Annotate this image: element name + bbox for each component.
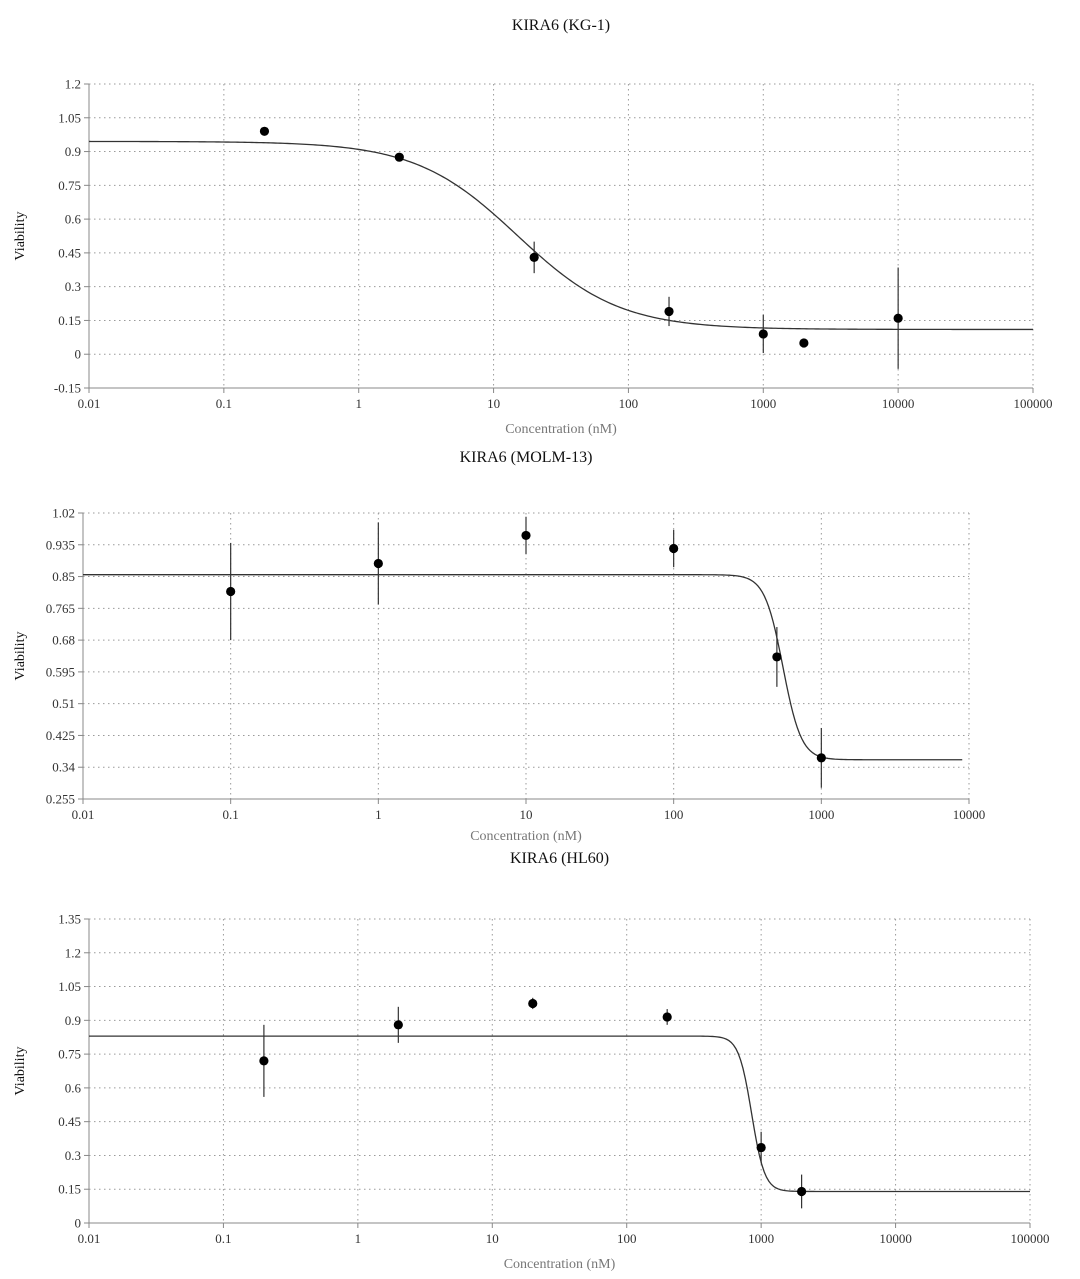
y-tick-label: 0.68 <box>52 633 75 648</box>
y-tick-label: 0.45 <box>58 245 81 260</box>
y-tick-label: 0.3 <box>65 1148 81 1163</box>
chart-panel-3: KIRA6 (HL60) 0.01 0.1 1 10 100 1000 10000 100000… <box>13 850 1050 1272</box>
x-tick-label: 100000 <box>1014 396 1053 411</box>
y-axis-label: Viability <box>13 1047 28 1096</box>
data-point <box>393 1020 403 1030</box>
y-tick-label: 0.765 <box>46 601 75 616</box>
y-tick-label: 1.05 <box>58 979 81 994</box>
x-tick-label: 0.1 <box>215 1231 231 1246</box>
y-tick-label: 0.425 <box>46 728 75 743</box>
y-tick-label: 0.85 <box>52 569 75 584</box>
data-point <box>529 252 539 262</box>
y-tick-label: 1.35 <box>58 912 81 927</box>
x-tick-label: 0.01 <box>72 807 95 822</box>
x-tick-label: 10000 <box>953 807 986 822</box>
y-tick-label: 1.02 <box>52 506 75 521</box>
x-tick-label: 1000 <box>750 396 776 411</box>
x-axis-label: Concentration (nM) <box>504 1257 616 1272</box>
y-tick-label: 0 <box>75 347 82 362</box>
data-point <box>772 652 782 662</box>
data-point <box>662 1012 672 1022</box>
x-tick-label: 0.1 <box>216 396 232 411</box>
x-tick-label: 100 <box>664 807 684 822</box>
y-tick-label: 0.45 <box>58 1114 81 1129</box>
y-axis-label: Viability <box>13 212 28 261</box>
y-tick-label: 1.2 <box>65 945 81 960</box>
y-tick-label: 0.6 <box>65 1080 82 1095</box>
x-tick-label: 0.01 <box>78 1231 101 1246</box>
data-point <box>528 998 538 1009</box>
y-tick-label: 0.75 <box>58 1047 81 1062</box>
y-tick-label: 0.9 <box>65 1013 81 1028</box>
y-tick-label: 0.935 <box>46 537 75 552</box>
y-tick-label: 0.3 <box>65 279 81 294</box>
x-tick-label: 100000 <box>1011 1231 1050 1246</box>
y-tick-label: 0 <box>75 1216 82 1231</box>
chart-title: KIRA6 (MOLM-13) <box>460 449 593 466</box>
data-point <box>893 313 903 323</box>
fit-curve <box>88 140 1033 331</box>
y-axis-label: Viability <box>13 632 28 681</box>
y-tick-label: 0.15 <box>58 313 81 328</box>
x-tick-label: 10 <box>486 1231 499 1246</box>
data-point <box>756 1142 766 1153</box>
chart-panel-2: KIRA6 (MOLM-13) 0.01 0.1 1 10 100 1000 10000 0.2… <box>13 449 985 844</box>
fit-curve <box>89 1035 1030 1193</box>
y-tick-label: 0.51 <box>52 696 75 711</box>
x-axis-label: Concentration (nM) <box>470 829 582 844</box>
x-axis-label: Concentration (nM) <box>505 422 617 437</box>
data-point <box>797 1186 807 1197</box>
y-tick-label: 0.255 <box>46 792 75 807</box>
chart-title: KIRA6 (KG-1) <box>512 17 610 34</box>
chart-title: KIRA6 (HL60) <box>510 850 609 867</box>
x-tick-label: 1 <box>375 807 382 822</box>
data-point <box>758 329 768 339</box>
x-tick-label: 1000 <box>808 807 834 822</box>
data-point <box>226 586 236 597</box>
x-tick-label: 10 <box>487 396 500 411</box>
data-point <box>394 152 404 162</box>
x-tick-label: 1 <box>355 396 362 411</box>
x-tick-label: 10000 <box>882 396 915 411</box>
x-tick-label: 10 <box>520 807 533 822</box>
y-tick-label: 0.9 <box>65 144 81 159</box>
data-point <box>799 338 809 348</box>
data-point <box>259 1056 269 1066</box>
data-point <box>664 306 674 317</box>
data-point <box>521 530 531 541</box>
y-tick-label: 1.05 <box>58 110 81 125</box>
y-tick-label: 0.34 <box>52 760 75 775</box>
chart-panel-1: KIRA6 (KG-1) 0.01 0.1 1 10 100 1000 10000 100000… <box>13 17 1053 437</box>
data-point <box>669 543 679 554</box>
y-tick-label: 1.2 <box>65 77 81 92</box>
y-tick-label: 0.15 <box>58 1182 81 1197</box>
y-tick-label: 0.6 <box>65 212 82 227</box>
data-point <box>259 126 270 136</box>
y-tick-label: 0.595 <box>46 664 75 679</box>
y-tick-label: 0.75 <box>58 178 81 193</box>
x-tick-label: 0.01 <box>78 396 101 411</box>
y-tick-label: -0.15 <box>54 381 81 396</box>
x-tick-label: 1 <box>355 1231 362 1246</box>
x-tick-label: 0.1 <box>223 807 239 822</box>
x-tick-label: 1000 <box>748 1231 774 1246</box>
x-tick-label: 100 <box>619 396 639 411</box>
data-point <box>373 558 383 569</box>
data-point <box>816 753 826 763</box>
x-tick-label: 100 <box>617 1231 637 1246</box>
x-tick-label: 10000 <box>879 1231 912 1246</box>
fit-curve <box>83 574 963 761</box>
